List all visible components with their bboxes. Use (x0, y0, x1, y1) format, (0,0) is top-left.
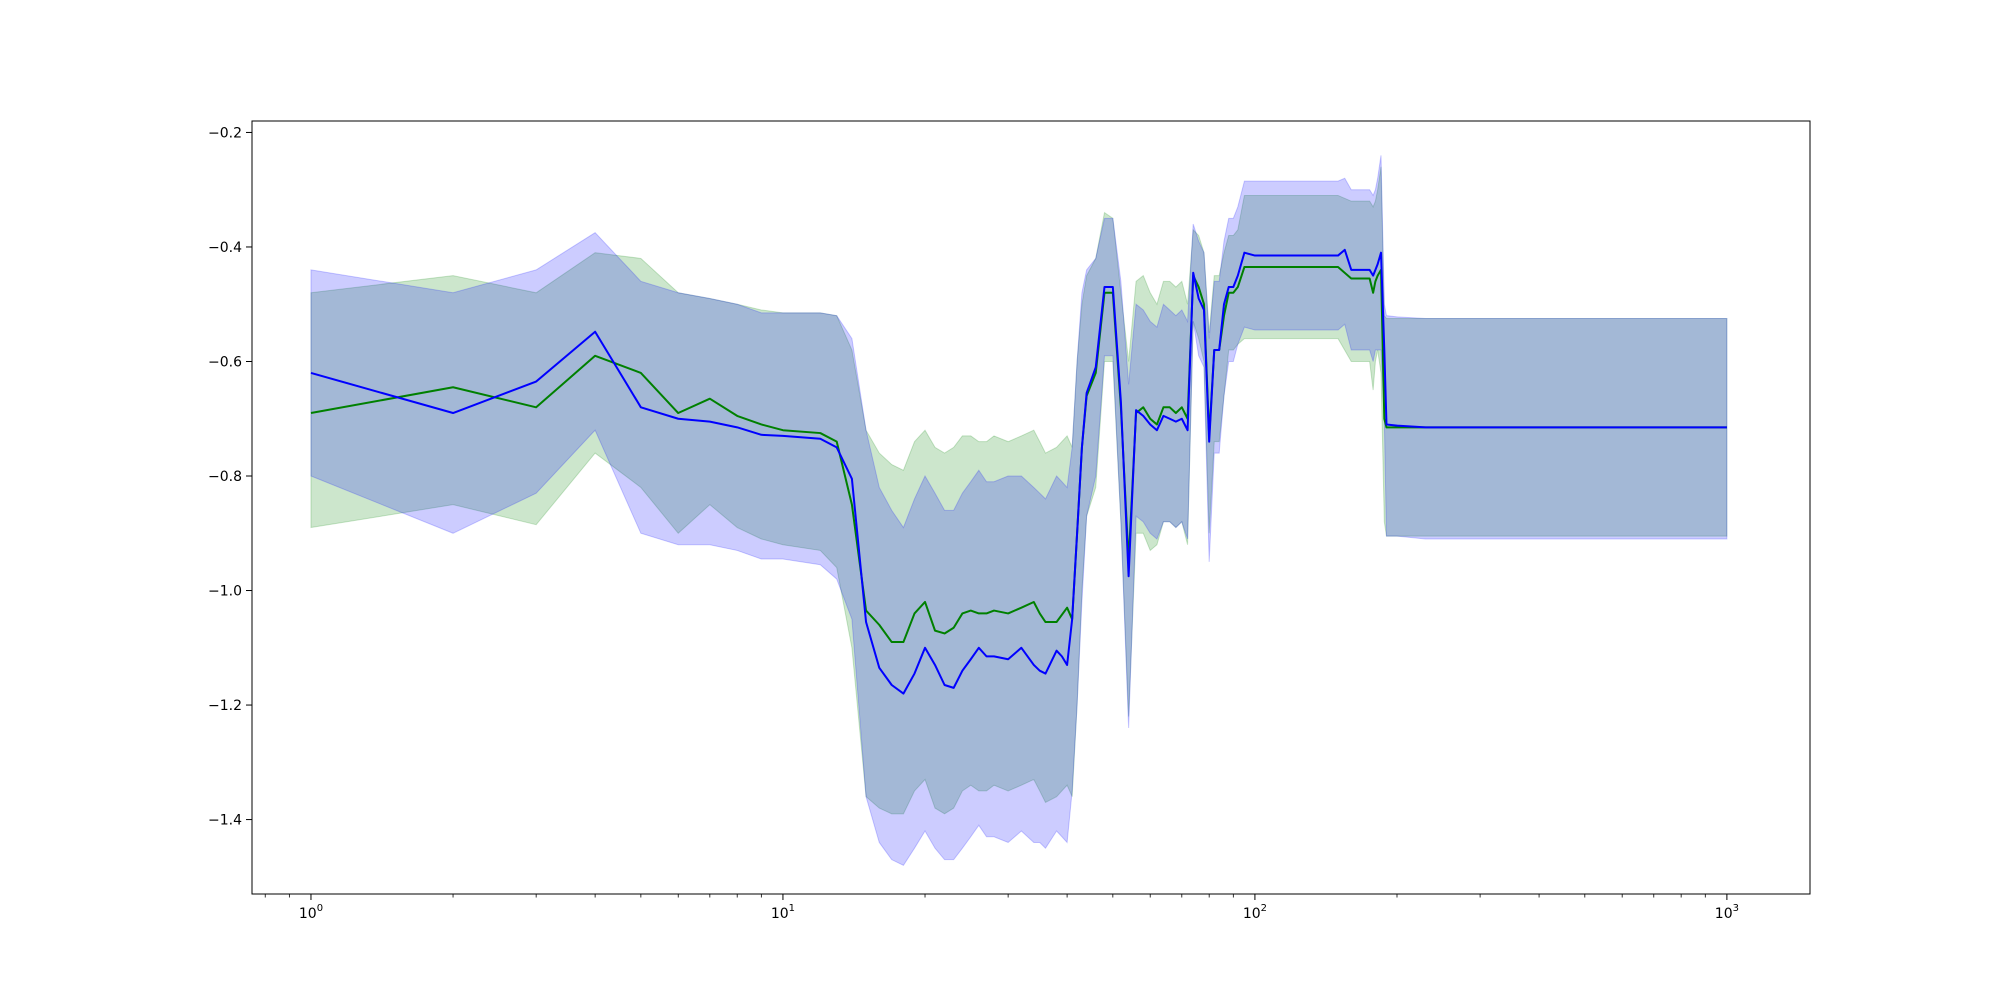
y-tick-label: −0.2 (208, 125, 242, 141)
x-tick-label: 103 (1715, 903, 1739, 922)
confidence-band-2 (310, 155, 1728, 867)
confidence-band-1 (310, 166, 1728, 815)
x-tick-label: 100 (299, 903, 323, 922)
x-tick-label: 102 (1243, 903, 1267, 922)
y-axis: −0.2 −0.4 −0.6 −0.8 −1.0 −1.2 −1.4 (208, 125, 252, 829)
y-tick-label: −1.2 (208, 698, 242, 714)
plot-frame (251, 120, 1811, 895)
y-tick-label: −1.4 (208, 813, 242, 829)
y-tick-label: −0.4 (208, 240, 242, 256)
y-tick-label: −1.0 (208, 584, 242, 600)
series-lines (310, 248, 1727, 695)
x-tick-label: 101 (771, 903, 795, 922)
x-axis: 100 101 102 103 (264, 894, 1739, 922)
y-tick-label: −0.6 (208, 354, 242, 370)
series-line-2 (310, 248, 1727, 695)
confidence-bands (310, 155, 1728, 867)
y-tick-label: −0.8 (208, 469, 242, 485)
